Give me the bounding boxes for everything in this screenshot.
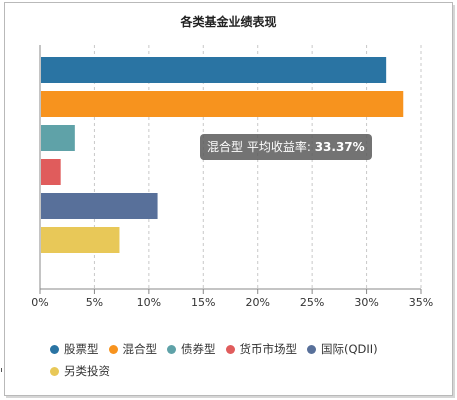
chart-title: 各类基金业绩表现 bbox=[180, 15, 277, 29]
bar-2[interactable] bbox=[41, 125, 75, 151]
legend-label: 混合型 bbox=[122, 342, 158, 356]
legend-marker-icon bbox=[225, 344, 235, 354]
legend-marker-icon bbox=[108, 344, 118, 354]
legend-item-stock[interactable]: 股票型 bbox=[50, 341, 99, 357]
legend-item-alternative[interactable]: 另类投资 bbox=[50, 363, 110, 379]
x-tick-label: 5% bbox=[86, 296, 103, 309]
legend-item-bond[interactable]: 债券型 bbox=[167, 341, 216, 357]
x-tick-label: 20% bbox=[245, 296, 269, 309]
legend-item-money-market[interactable]: 货币市场型 bbox=[225, 341, 298, 357]
x-tick-label: 35% bbox=[409, 296, 433, 309]
x-tick-label: 0% bbox=[31, 296, 48, 309]
legend-label: 另类投资 bbox=[64, 364, 110, 378]
bar-3[interactable] bbox=[41, 159, 61, 185]
legend-marker-icon bbox=[50, 366, 59, 376]
legend-label: 国际(QDII) bbox=[321, 342, 378, 356]
legend-label: 债券型 bbox=[181, 342, 216, 356]
chart-legend: 股票型 混合型 债券型 货币市场型 国际(QDII) 另类投资 bbox=[50, 339, 430, 383]
legend-row-1: 股票型 混合型 债券型 货币市场型 国际(QDII) bbox=[50, 339, 430, 359]
hover-tooltip: 混合型 平均收益率: 33.37% bbox=[200, 134, 372, 160]
x-tick-label: 15% bbox=[191, 296, 215, 309]
legend-item-qdii[interactable]: 国际(QDII) bbox=[307, 341, 378, 357]
x-tick-label: 30% bbox=[354, 296, 378, 309]
frame-shadow-bottom bbox=[6, 396, 455, 398]
bar-5[interactable] bbox=[41, 227, 120, 253]
x-tick-label: 10% bbox=[137, 296, 161, 309]
legend-marker-icon bbox=[307, 344, 316, 354]
legend-marker-icon bbox=[50, 344, 59, 354]
legend-item-hybrid[interactable]: 混合型 bbox=[108, 341, 158, 357]
legend-row-2: 另类投资 bbox=[50, 361, 430, 381]
frame-shadow-right bbox=[453, 5, 455, 398]
bar-4[interactable] bbox=[41, 193, 158, 219]
edge-mark bbox=[1, 368, 2, 372]
tooltip-label: 混合型 平均收益率: bbox=[207, 140, 315, 154]
legend-label: 股票型 bbox=[64, 342, 99, 356]
tooltip-value: 33.37% bbox=[314, 140, 365, 154]
bar-0[interactable] bbox=[41, 57, 387, 83]
x-tick-label: 25% bbox=[300, 296, 324, 309]
legend-marker-icon bbox=[167, 344, 176, 354]
legend-label: 货币市场型 bbox=[239, 342, 298, 356]
bar-1[interactable] bbox=[41, 91, 404, 117]
